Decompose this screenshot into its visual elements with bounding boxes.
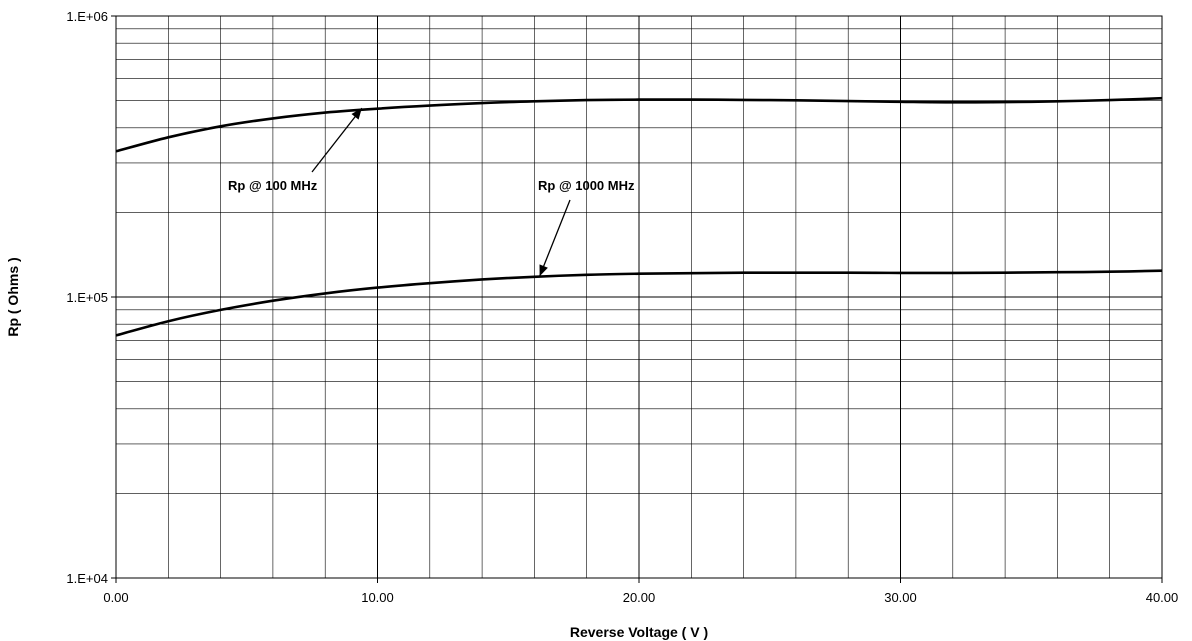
series-line-2 — [115, 269, 1163, 337]
annotation-label: Rp @ 1000 MHz — [538, 178, 635, 193]
y-tick-label: 1.E+06 — [66, 9, 108, 24]
x-tick-label: 40.00 — [1146, 590, 1179, 605]
annotation-rp-1000mhz: Rp @ 1000 MHz — [538, 178, 635, 277]
y-tick-label: 1.E+04 — [66, 571, 108, 586]
annotation-arrow-line — [539, 199, 571, 277]
series-group — [115, 96, 1163, 337]
annotation-arrow-line — [311, 107, 363, 173]
series-line-1 — [115, 96, 1163, 153]
x-tick-label: 0.00 — [103, 590, 128, 605]
x-tick-label: 30.00 — [884, 590, 917, 605]
x-axis-ticks: 0.00 10.00 20.00 30.00 40.00 — [103, 578, 1178, 605]
y-tick-label: 1.E+05 — [66, 290, 108, 305]
annotation-rp-100mhz: Rp @ 100 MHz — [228, 107, 363, 193]
arrow-head-icon — [351, 108, 362, 120]
x-tick-label: 10.00 — [361, 590, 394, 605]
y-axis-title: Rp ( Ohms ) — [5, 257, 21, 336]
x-tick-label: 20.00 — [623, 590, 656, 605]
x-axis-title: Reverse Voltage ( V ) — [570, 624, 708, 640]
y-axis-ticks: 1.E+04 1.E+05 1.E+06 — [66, 9, 116, 586]
arrow-head-icon — [539, 264, 548, 277]
annotation-label: Rp @ 100 MHz — [228, 178, 318, 193]
